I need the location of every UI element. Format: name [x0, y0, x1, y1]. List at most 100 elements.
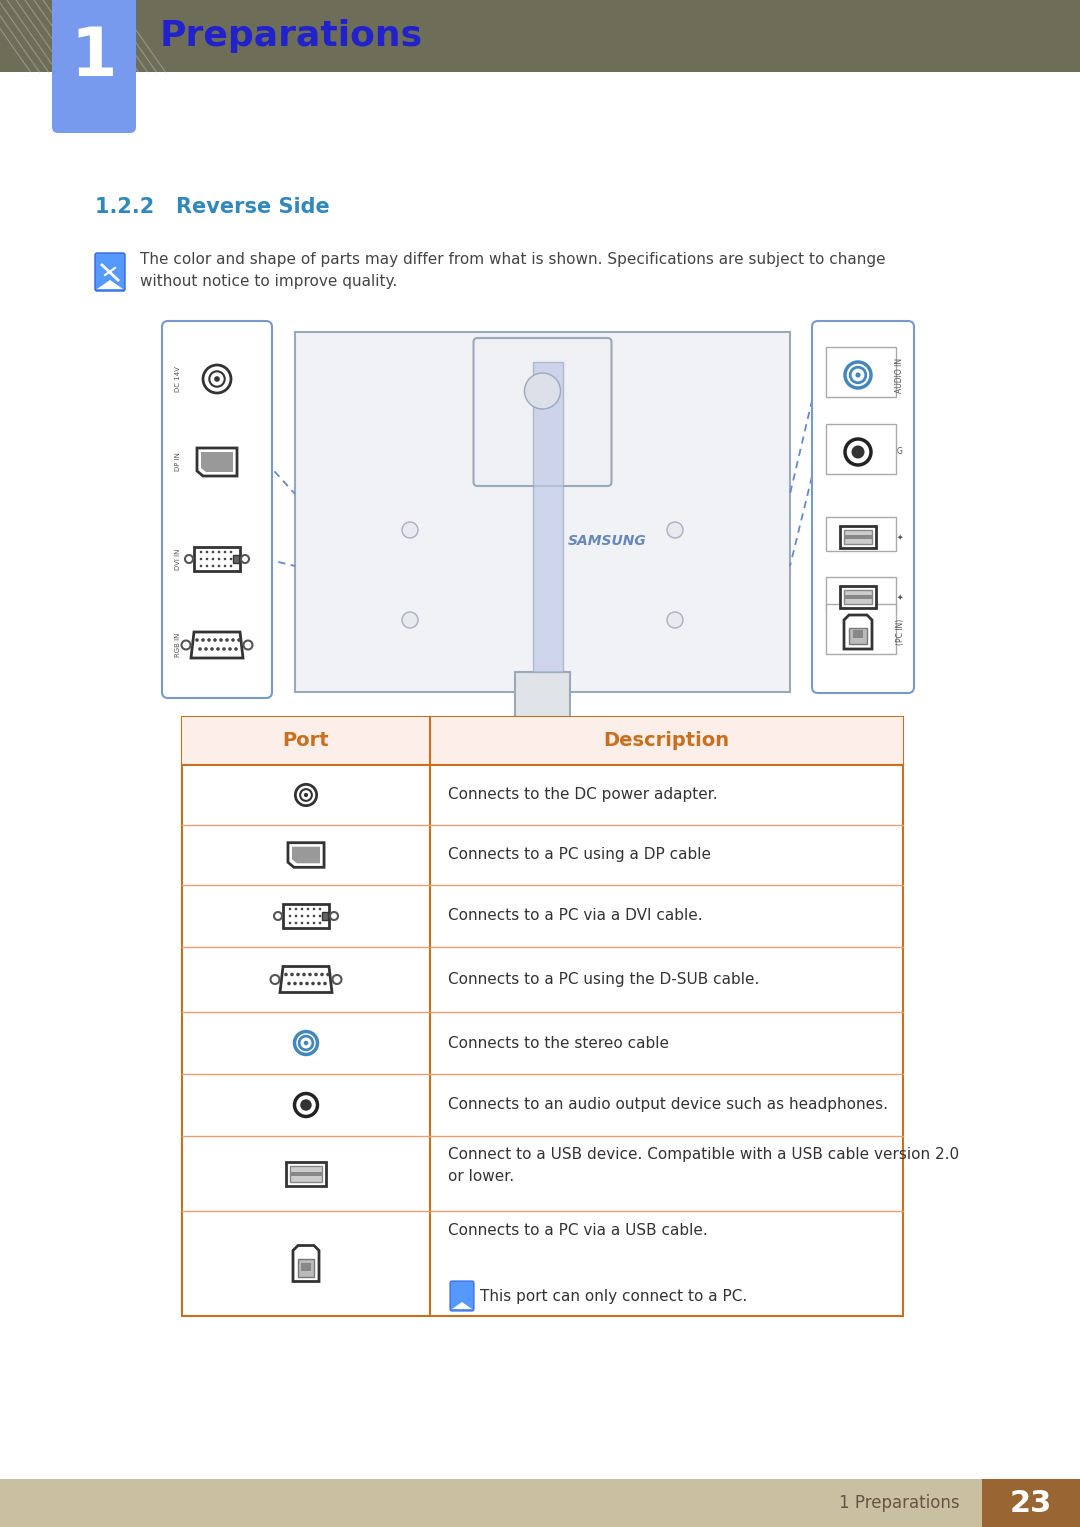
Text: Connects to an audio output device such as headphones.: Connects to an audio output device such …: [448, 1098, 888, 1113]
Bar: [286, 1162, 326, 1185]
Bar: [183, 718, 903, 1316]
Polygon shape: [293, 1246, 319, 1281]
Circle shape: [218, 565, 220, 568]
Circle shape: [851, 446, 864, 458]
Circle shape: [307, 922, 309, 924]
Circle shape: [205, 565, 208, 568]
Circle shape: [238, 638, 241, 641]
Text: G: G: [897, 447, 903, 457]
Bar: [194, 547, 240, 571]
Circle shape: [330, 912, 338, 919]
Bar: [291, 1165, 322, 1182]
Bar: [826, 518, 896, 551]
FancyBboxPatch shape: [450, 1281, 474, 1312]
Polygon shape: [197, 447, 237, 476]
Circle shape: [200, 551, 202, 553]
Text: 1: 1: [71, 24, 118, 90]
Polygon shape: [280, 967, 332, 993]
Circle shape: [326, 973, 329, 976]
Bar: [843, 596, 872, 599]
Polygon shape: [191, 632, 243, 658]
Text: SAMSUNG: SAMSUNG: [567, 534, 646, 548]
Bar: [233, 554, 239, 563]
Polygon shape: [288, 843, 324, 867]
Circle shape: [402, 522, 418, 538]
Circle shape: [295, 785, 316, 806]
Circle shape: [288, 907, 292, 910]
Circle shape: [855, 373, 861, 377]
Bar: [322, 912, 328, 919]
Circle shape: [213, 638, 217, 641]
Text: ✦: ✦: [896, 533, 903, 542]
Text: (PC IN): (PC IN): [895, 618, 905, 644]
Circle shape: [219, 638, 222, 641]
Circle shape: [319, 907, 322, 910]
FancyBboxPatch shape: [162, 321, 272, 698]
Circle shape: [295, 1032, 318, 1055]
Bar: [110, 0, 112, 72]
Circle shape: [205, 551, 208, 553]
Polygon shape: [292, 846, 320, 863]
Polygon shape: [843, 615, 872, 649]
Bar: [432, 757, 652, 779]
Text: Connects to a PC using the D-SUB cable.: Connects to a PC using the D-SUB cable.: [448, 973, 759, 986]
Circle shape: [195, 638, 199, 641]
Circle shape: [230, 551, 232, 553]
Circle shape: [303, 793, 308, 797]
Text: 1 Preparations: 1 Preparations: [839, 1493, 960, 1512]
Circle shape: [300, 1099, 312, 1110]
Bar: [843, 530, 872, 544]
Circle shape: [226, 638, 229, 641]
Circle shape: [402, 612, 418, 628]
Circle shape: [306, 982, 309, 985]
Circle shape: [284, 973, 287, 976]
Circle shape: [525, 373, 561, 409]
Circle shape: [300, 922, 303, 924]
FancyBboxPatch shape: [473, 337, 611, 486]
Circle shape: [307, 915, 309, 918]
Circle shape: [299, 1037, 313, 1051]
Bar: [298, 1258, 314, 1277]
Text: Connects to a PC via a DVI cable.: Connects to a PC via a DVI cable.: [448, 909, 703, 924]
Circle shape: [216, 647, 220, 651]
Text: Description: Description: [604, 731, 730, 750]
Bar: [853, 631, 863, 638]
Text: 1.2.2   Reverse Side: 1.2.2 Reverse Side: [95, 197, 329, 217]
Circle shape: [845, 362, 870, 388]
Bar: [826, 605, 896, 654]
Circle shape: [314, 973, 318, 976]
Bar: [283, 904, 329, 928]
Polygon shape: [97, 279, 123, 289]
FancyBboxPatch shape: [95, 253, 125, 292]
Text: Preparations: Preparations: [160, 18, 423, 53]
Bar: [849, 628, 867, 644]
Circle shape: [218, 551, 220, 553]
Circle shape: [204, 647, 207, 651]
Circle shape: [333, 976, 341, 983]
Text: DVI IN: DVI IN: [175, 548, 181, 570]
Circle shape: [207, 638, 211, 641]
Circle shape: [274, 912, 282, 919]
Text: RGB IN: RGB IN: [175, 632, 181, 657]
Bar: [183, 718, 903, 765]
Circle shape: [212, 565, 214, 568]
Text: without notice to improve quality.: without notice to improve quality.: [140, 273, 397, 289]
Circle shape: [296, 973, 300, 976]
Circle shape: [234, 647, 238, 651]
Text: 23: 23: [1010, 1489, 1052, 1518]
Circle shape: [667, 612, 683, 628]
Circle shape: [302, 973, 306, 976]
Circle shape: [230, 565, 232, 568]
Bar: [0, 1480, 1080, 1527]
Circle shape: [308, 973, 312, 976]
Text: This port can only connect to a PC.: This port can only connect to a PC.: [480, 1289, 747, 1304]
Circle shape: [224, 565, 227, 568]
Circle shape: [320, 973, 324, 976]
Text: Connects to the stereo cable: Connects to the stereo cable: [448, 1035, 669, 1051]
Circle shape: [243, 640, 253, 649]
Circle shape: [300, 915, 303, 918]
Circle shape: [319, 915, 322, 918]
Circle shape: [231, 638, 234, 641]
FancyBboxPatch shape: [812, 321, 914, 693]
Circle shape: [313, 907, 315, 910]
